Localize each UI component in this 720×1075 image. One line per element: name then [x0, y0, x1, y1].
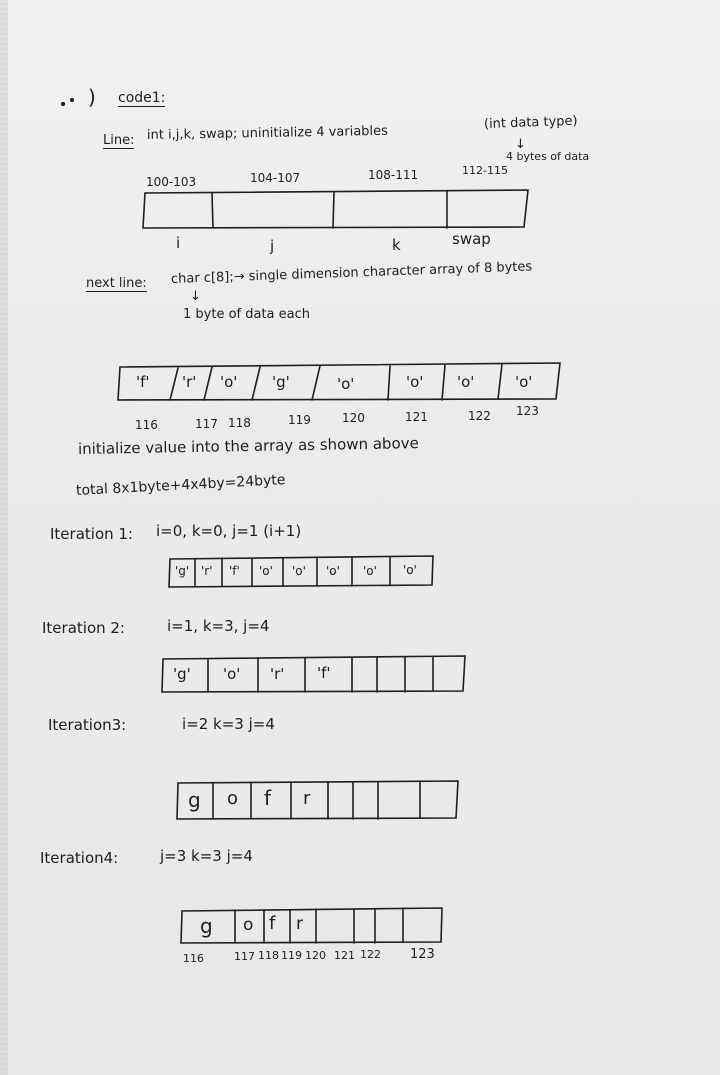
- array-divider: [203, 366, 213, 401]
- next-line-sub-note: 1 byte of data each: [183, 307, 311, 322]
- array-cell: 'g': [272, 373, 290, 391]
- iter-cell: r: [296, 914, 303, 934]
- final-address: 123: [410, 947, 435, 962]
- page-edge: [0, 0, 8, 1075]
- array-divider: [497, 363, 503, 400]
- iter-cell: 'g': [175, 564, 190, 578]
- iteration-label: Iteration 2:: [42, 619, 125, 637]
- array-cell: 'f': [136, 373, 150, 391]
- iter-cell: 'g': [173, 665, 191, 683]
- variable-name: swap: [452, 230, 491, 248]
- array-address: 122: [468, 409, 491, 423]
- array-address: 121: [405, 410, 428, 424]
- down-arrow-icon: ↓: [515, 137, 526, 152]
- iter-cell: 'o': [223, 665, 241, 683]
- iter-cell: 'r': [270, 665, 285, 683]
- iter4-box: [180, 907, 443, 944]
- iter-cell: 'r': [201, 564, 213, 578]
- line-label: Line:: [103, 133, 135, 149]
- array-divider: [311, 365, 321, 401]
- final-address: 118: [258, 949, 279, 962]
- memory-address: 112-115: [462, 164, 508, 177]
- dot: [60, 101, 66, 107]
- iter-cell: r: [303, 788, 311, 809]
- iteration-label: Iteration4:: [40, 849, 119, 867]
- iteration-label: Iteration3:: [48, 716, 127, 734]
- final-address: 116: [183, 952, 204, 965]
- iteration-values: j=3 k=3 j=4: [160, 847, 253, 865]
- memory-address: 108-111: [368, 168, 419, 182]
- array-address: 117: [195, 417, 218, 431]
- iter-cell: 'o': [259, 564, 273, 578]
- iteration-label: Iteration 1:: [50, 525, 133, 543]
- memory-divider: [332, 191, 335, 229]
- iter-cell: o: [243, 915, 254, 935]
- final-address: 119: [281, 949, 302, 962]
- iter-cell: 'f': [229, 564, 240, 578]
- variable-name: i: [176, 234, 181, 252]
- array-divider: [251, 366, 261, 401]
- iter3-box: [176, 780, 459, 820]
- final-address: 121: [334, 949, 355, 962]
- array-cell: 'r': [182, 373, 197, 391]
- iter1-box: [168, 555, 434, 588]
- down-arrow-icon: ↓: [190, 289, 201, 304]
- array-address: 120: [342, 411, 365, 425]
- iter-cell: 'o': [363, 564, 377, 578]
- heading-bullet: ): [88, 85, 96, 109]
- final-address: 120: [305, 949, 326, 962]
- array-cell: 'o': [515, 373, 533, 391]
- iter-cell: 'o': [292, 564, 306, 578]
- array-address: 118: [228, 416, 251, 430]
- next-line-label: next line:: [86, 276, 147, 292]
- iteration-values: i=1, k=3, j=4: [167, 617, 270, 635]
- memory-box-1: [142, 189, 529, 229]
- iteration-values: i=0, k=0, j=1 (i+1): [156, 522, 302, 540]
- array-divider: [441, 364, 446, 401]
- iter2-box: [161, 655, 466, 693]
- line-sub-note: 4 bytes of data: [506, 150, 590, 163]
- iter-cell: 'f': [317, 664, 331, 682]
- iter-cell: g: [188, 788, 201, 812]
- array-cell: 'o': [457, 373, 475, 391]
- iter-cell: 'o': [403, 563, 417, 577]
- iter-cell: o: [227, 788, 239, 809]
- array-box-1: [117, 362, 561, 401]
- iter-cell: g: [200, 914, 213, 938]
- array-divider: [387, 365, 391, 401]
- array-address: 119: [288, 413, 311, 427]
- iter-cell: f: [264, 786, 272, 810]
- heading-title: code1:: [118, 90, 166, 107]
- final-address: 117: [234, 950, 255, 963]
- memory-address: 100-103: [146, 175, 197, 189]
- iter-cell: f: [269, 913, 276, 934]
- dot: [69, 97, 75, 103]
- array-cell: 'o': [337, 375, 355, 393]
- array-address: 116: [135, 418, 158, 432]
- variable-name: k: [392, 236, 401, 254]
- iter-cell: 'o': [326, 564, 340, 578]
- iteration-values: i=2 k=3 j=4: [182, 715, 275, 733]
- memory-divider: [211, 192, 214, 229]
- array-cell: 'o': [220, 373, 238, 391]
- array-cell: 'o': [406, 373, 424, 391]
- variable-name: j: [270, 237, 275, 255]
- memory-address: 104-107: [250, 171, 301, 185]
- final-address: 122: [360, 948, 381, 961]
- array-address: 123: [516, 404, 539, 418]
- array-divider: [169, 367, 179, 401]
